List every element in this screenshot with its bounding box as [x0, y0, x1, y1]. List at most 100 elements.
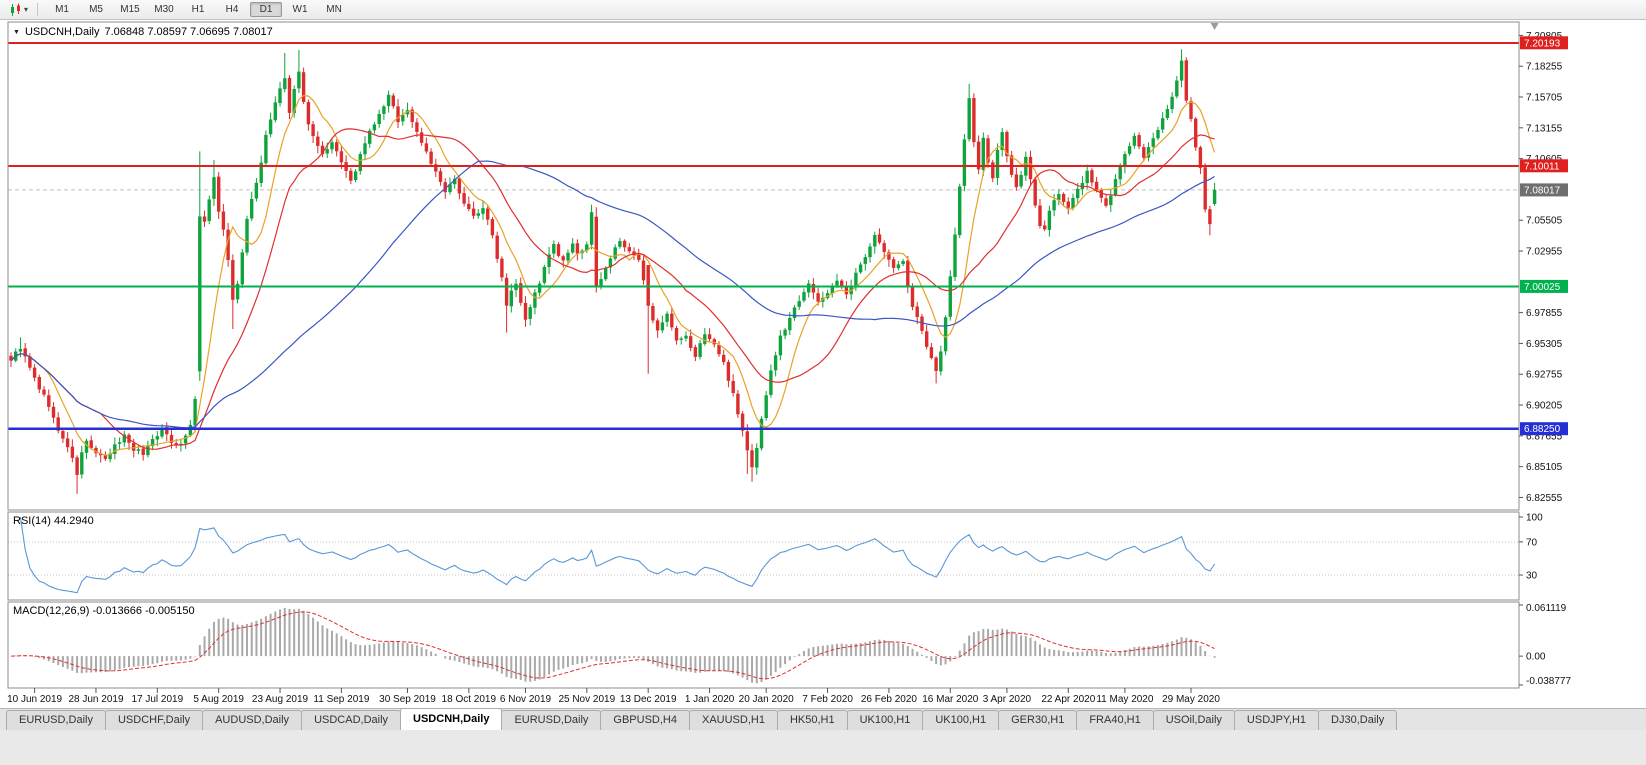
candle-body — [1142, 147, 1146, 158]
chevron-down-icon: ▾ — [24, 4, 29, 14]
tab-gbpusd-h4[interactable]: GBPUSD,H4 — [600, 710, 690, 730]
collapse-chart-icon[interactable]: ▼ — [13, 28, 20, 36]
candle-body — [316, 136, 320, 146]
candle-body — [207, 199, 211, 221]
timeframe-button-m5[interactable]: M5 — [89, 4, 103, 15]
date-label: 3 Apr 2020 — [983, 694, 1032, 705]
date-label: 17 Jul 2019 — [131, 694, 183, 705]
candle-body — [292, 89, 296, 114]
candle-body — [552, 244, 556, 254]
candle-body — [217, 176, 221, 212]
tab-uk100-h1[interactable]: UK100,H1 — [922, 710, 1000, 730]
macd-signal-line — [10, 611, 1215, 680]
rsi-axis-label: 30 — [1526, 571, 1538, 582]
candle-body — [141, 448, 145, 455]
chart-type-button[interactable]: ▾ — [6, 2, 31, 18]
timeframe-button-h1[interactable]: H1 — [191, 4, 205, 15]
rsi-line — [19, 516, 1216, 594]
candle-body — [231, 260, 235, 300]
candle-body — [212, 177, 216, 199]
candle-body — [755, 448, 759, 468]
candle-body — [1019, 175, 1023, 187]
candle-body — [1071, 197, 1075, 209]
tab-uk100-h1[interactable]: UK100,H1 — [846, 710, 924, 730]
price-axis-label: 6.97855 — [1526, 308, 1563, 319]
candle-body — [457, 178, 462, 194]
price-badge-text: 6.88250 — [1524, 424, 1561, 435]
tab-usoil-daily[interactable]: USOil,Daily — [1152, 710, 1235, 730]
candle-body — [887, 252, 891, 260]
candle-body — [226, 229, 230, 260]
tab-usdcad-daily[interactable]: USDCAD,Daily — [301, 710, 402, 730]
candle-body — [641, 260, 646, 281]
candle-body — [778, 335, 783, 356]
timeframe-button-m30[interactable]: M30 — [154, 4, 174, 15]
tab-xauusd-h1[interactable]: XAUUSD,H1 — [688, 710, 778, 730]
candle-body — [301, 72, 306, 102]
candle-body — [486, 208, 490, 220]
tab-usdcnh-daily[interactable]: USDCNH,Daily — [400, 708, 503, 730]
chart-shift-marker[interactable] — [1210, 23, 1219, 30]
candle-body — [863, 257, 867, 264]
price-axis-label: 6.90205 — [1526, 401, 1563, 412]
macd-panel-border[interactable] — [7, 601, 1520, 689]
price-badge-text: 7.00025 — [1524, 282, 1561, 293]
candle-body — [1212, 189, 1217, 204]
candle-body — [1113, 179, 1118, 196]
candle-body — [1194, 118, 1198, 148]
timeframe-button-m1[interactable]: M1 — [55, 4, 69, 15]
candle-body — [948, 276, 952, 317]
candle-body — [160, 427, 164, 437]
tab-eurusd-daily[interactable]: EURUSD,Daily — [501, 710, 602, 730]
candle-body — [986, 138, 990, 163]
price-badge-bg — [1520, 36, 1568, 50]
candle-body — [891, 259, 896, 268]
price-badge-7.20193: 7.20193 — [1520, 36, 1568, 50]
candle-body — [165, 427, 169, 435]
tab-eurusd-daily[interactable]: EURUSD,Daily — [6, 710, 106, 730]
date-label: 29 May 2020 — [1162, 694, 1220, 705]
tab-dj30-daily[interactable]: DJ30,Daily — [1318, 710, 1398, 730]
timeframe-button-d1[interactable]: D1 — [250, 2, 283, 17]
candle-body — [462, 193, 466, 204]
tab-audusd-daily[interactable]: AUDUSD,Daily — [202, 710, 303, 730]
candle-body — [259, 162, 263, 183]
timeframe-button-m15[interactable]: M15 — [120, 4, 140, 15]
candle-body — [1090, 170, 1094, 183]
candle-body — [132, 443, 136, 451]
candle-body — [858, 264, 863, 273]
macd-axis-label-top: 0.061119 — [1526, 603, 1567, 614]
candle-body — [537, 283, 542, 293]
tab-fra40-h1[interactable]: FRA40,H1 — [1076, 710, 1154, 730]
timeframe-button-h4[interactable]: H4 — [225, 4, 239, 15]
tab-ger30-h1[interactable]: GER30,H1 — [998, 710, 1078, 730]
candle-body — [1085, 170, 1089, 184]
candle-body — [476, 213, 480, 216]
window-bottom-area — [0, 730, 1646, 765]
rsi-panel-border[interactable] — [7, 511, 1520, 601]
candle-body — [929, 347, 934, 358]
chart-canvas[interactable]: 7.208057.182557.157057.131557.106057.055… — [0, 20, 1646, 708]
candle-body — [410, 109, 414, 123]
candle-body — [854, 272, 858, 286]
timeframe-button-mn[interactable]: MN — [326, 4, 342, 15]
date-label: 30 Sep 2019 — [379, 694, 436, 705]
candle-body — [386, 94, 391, 107]
date-label: 7 Feb 2020 — [802, 694, 853, 705]
candle-body — [934, 357, 938, 371]
date-label: 13 Dec 2019 — [620, 694, 677, 705]
candle-body — [684, 335, 688, 339]
candle-body — [840, 280, 844, 287]
date-label: 11 May 2020 — [1096, 694, 1154, 705]
tab-usdchf-daily[interactable]: USDCHF,Daily — [104, 710, 204, 730]
tab-usdjpy-h1[interactable]: USDJPY,H1 — [1233, 710, 1320, 730]
candle-body — [981, 137, 985, 170]
tab-hk50-h1[interactable]: HK50,H1 — [776, 710, 848, 730]
candle-body — [1175, 80, 1179, 97]
candle-body — [401, 114, 405, 122]
candle-body — [198, 216, 202, 372]
candle-body — [264, 134, 268, 164]
candle-body — [1043, 225, 1047, 230]
timeframe-button-w1[interactable]: W1 — [292, 4, 308, 15]
candle-body — [372, 124, 377, 131]
